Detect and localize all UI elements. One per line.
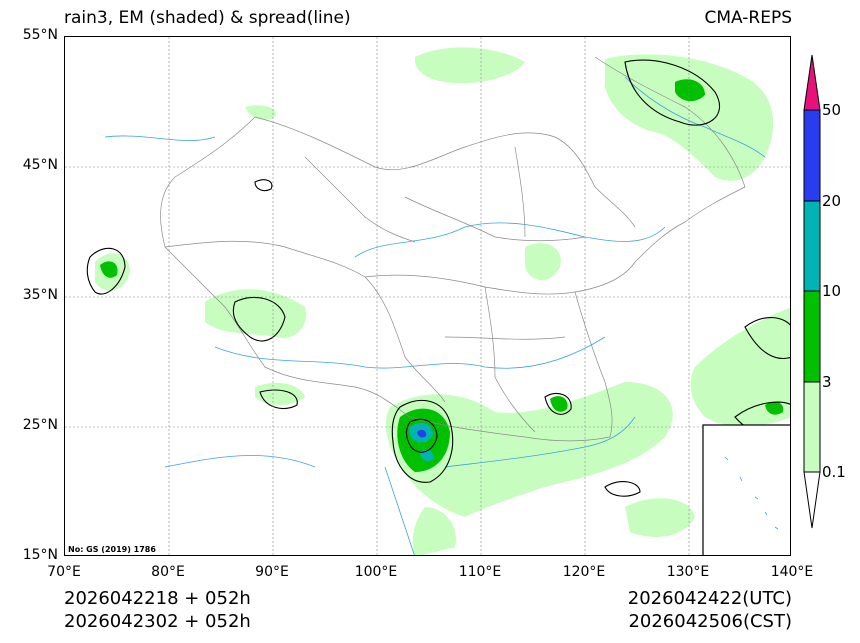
- lat-label-55: 55°N: [22, 27, 58, 43]
- lon-label-70: 70°E: [47, 564, 81, 580]
- precip-south-tibet: [255, 382, 305, 406]
- colorbar-label-10: 10: [822, 282, 842, 300]
- rivers: [104, 76, 766, 555]
- borders: [160, 56, 746, 442]
- graticule: [65, 37, 790, 555]
- colorbar-label-20: 20: [822, 192, 842, 210]
- colorbar-min-extension: [803, 471, 821, 529]
- lat-label-45: 45°N: [22, 157, 58, 173]
- valid-time-utc: 2026042422(UTC): [627, 588, 792, 609]
- lon-label-140: 140°E: [770, 564, 814, 580]
- south-china-sea-inset: [702, 424, 790, 555]
- lon-label-90: 90°E: [255, 564, 289, 580]
- colorbar-label-0.1: 0.1: [822, 463, 846, 481]
- lon-label-110: 110°E: [458, 564, 502, 580]
- precip-se-sea: [625, 498, 695, 537]
- precip-south: [385, 382, 673, 517]
- lat-label-35: 35°N: [22, 287, 58, 303]
- colorbar-band-20-50: [803, 109, 821, 202]
- inset-islands: [724, 456, 779, 530]
- precip-east-sea: [690, 307, 790, 427]
- precip-tibet: [205, 289, 306, 338]
- lat-label-25: 25°N: [22, 417, 58, 433]
- model-name: CMA-REPS: [704, 8, 792, 28]
- init-time-utc: 2026042218 + 052h: [64, 588, 251, 609]
- precip-north-band: [414, 47, 525, 84]
- lat-label-15: 15°N: [22, 547, 58, 563]
- map-canvas: [65, 37, 790, 555]
- lon-label-120: 120°E: [562, 564, 606, 580]
- precip-central-east: [525, 243, 561, 281]
- lon-label-100: 100°E: [354, 564, 398, 580]
- colorbar-label-3: 3: [822, 373, 832, 391]
- chart-title: rain3, EM (shaded) & spread(line): [64, 8, 351, 28]
- colorbar-max-extension: [803, 54, 821, 111]
- valid-time-cst: 2026042506(CST): [628, 611, 792, 632]
- colorbar-band-3-10: [803, 290, 821, 383]
- map-approval-number: No: GS (2019) 1786: [68, 545, 156, 554]
- precip-north-small: [245, 105, 276, 120]
- map-panel: [64, 36, 791, 556]
- init-time-cst: 2026042302 + 052h: [64, 611, 251, 632]
- spread-contours: [86, 59, 790, 497]
- colorbar-label-50: 50: [822, 101, 842, 119]
- precip-southwest: [412, 507, 456, 555]
- colorbar-band-0.1-3: [803, 381, 821, 473]
- lon-label-130: 130°E: [666, 564, 710, 580]
- colorbar-band-10-20: [803, 200, 821, 292]
- colorbar: [803, 54, 821, 529]
- lon-label-80: 80°E: [151, 564, 185, 580]
